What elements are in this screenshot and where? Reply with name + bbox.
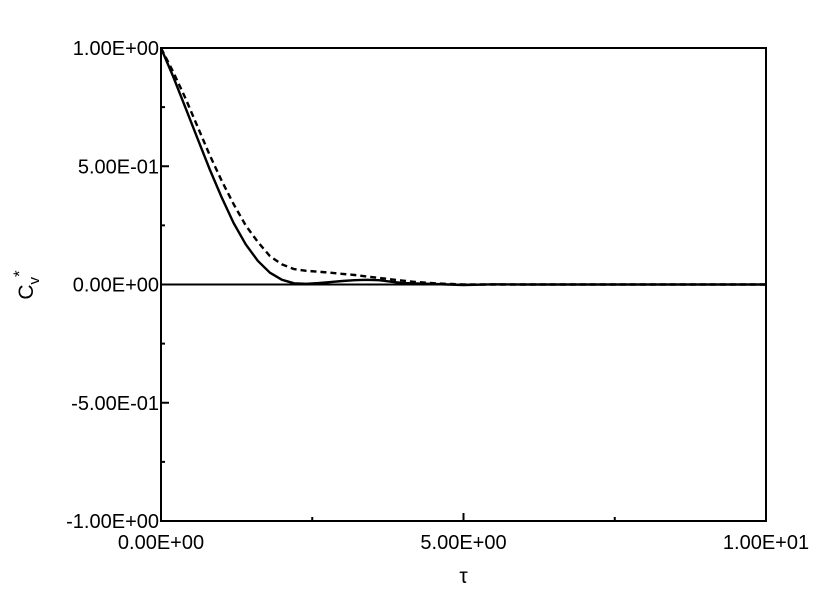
series-line-solid [159, 47, 766, 287]
y-axis-label-sub: v [26, 276, 43, 284]
y-axis: 1.00E+00 5.00E-01 0.00E+00 -5.00E-01 -1.00E+… [66, 38, 169, 533]
y-axis-label-sup: * [10, 270, 29, 277]
plot-area [159, 47, 766, 287]
y-axis-label: Cv* [10, 270, 43, 300]
x-axis: 0.00E+00 5.00E+00 1.00E+01 [118, 513, 809, 554]
x-axis-label: τ [459, 565, 468, 588]
y-tick-label: -5.00E-01 [71, 393, 159, 415]
y-tick-label: 0.00E+00 [73, 275, 159, 297]
y-tick-label: 1.00E+00 [73, 38, 159, 60]
x-tick-label: 0.00E+00 [118, 532, 204, 554]
x-tick-label: 1.00E+01 [723, 532, 809, 554]
y-tick-label: 5.00E-01 [78, 156, 159, 178]
series-line-dashed [159, 47, 766, 286]
y-tick-label: -1.00E+00 [66, 511, 159, 533]
y-axis-label-main: C [15, 284, 38, 299]
x-tick-label: 5.00E+00 [420, 532, 506, 554]
